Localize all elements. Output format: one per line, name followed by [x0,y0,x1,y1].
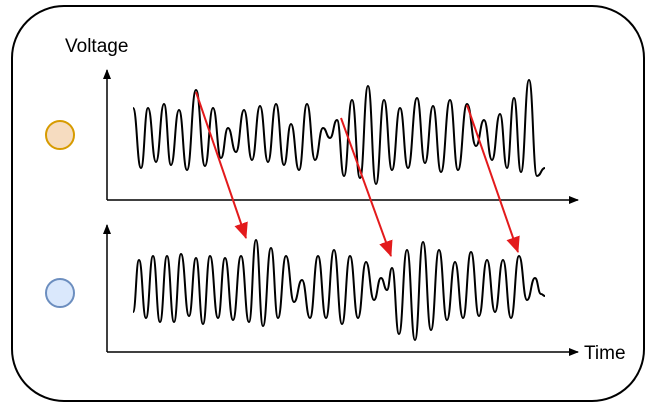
y-axis-label: Voltage [65,36,128,57]
delay-arrow-2 [340,117,393,257]
bottom-voltage-waveform [132,239,546,341]
diagram-panel [11,5,645,402]
bottom-axes [103,224,579,356]
x-axis-label: Time [584,343,626,364]
blue-circle-icon [45,278,75,308]
delay-arrow-3 [466,104,520,253]
orange-circle-icon [45,120,75,150]
delay-arrows [195,91,520,257]
delay-arrow-1 [195,91,248,239]
